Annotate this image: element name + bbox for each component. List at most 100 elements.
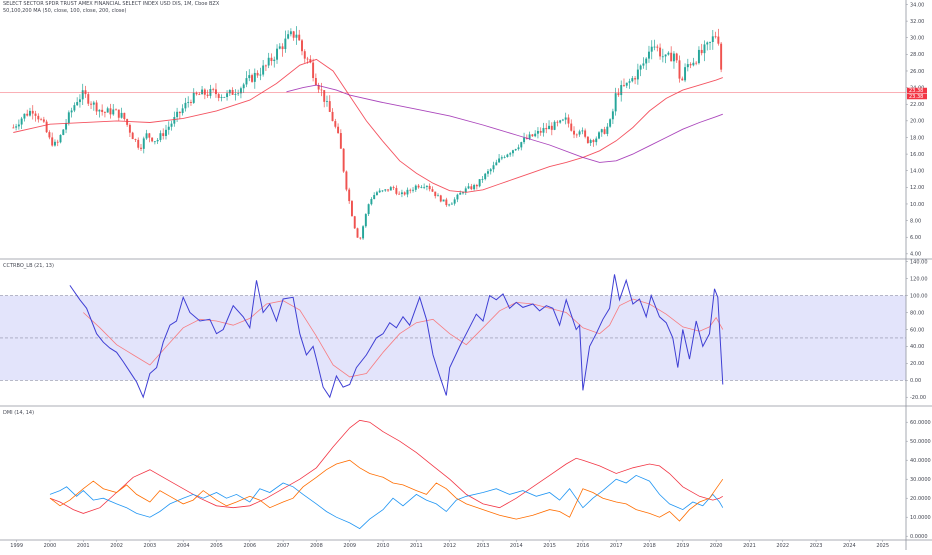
candle-body xyxy=(437,195,439,197)
candle-body xyxy=(314,78,317,85)
oscillator-y-tick-label: 100.00 xyxy=(910,293,928,299)
candle-body xyxy=(403,192,406,195)
candle-body xyxy=(78,99,81,103)
candle-body xyxy=(553,121,556,130)
candle-body xyxy=(312,62,315,79)
dmi-legend: DMI (14, 14) xyxy=(3,410,35,416)
candle-body xyxy=(184,102,187,109)
candle-body xyxy=(362,226,365,239)
candle-body xyxy=(70,110,73,113)
candle-body xyxy=(506,154,509,157)
candle-body xyxy=(142,138,145,149)
price-y-tick-label: 32.00 xyxy=(910,19,924,25)
oscillator-y-tick-label: 40.00 xyxy=(910,344,924,350)
candle-body xyxy=(453,199,456,204)
candle-body xyxy=(589,140,592,144)
candle-body xyxy=(195,92,198,95)
candle-body xyxy=(456,194,459,200)
candle-body xyxy=(459,192,462,195)
candle-body xyxy=(192,92,195,103)
candle-body xyxy=(656,46,659,48)
x-tick-label: 2022 xyxy=(776,543,789,549)
candle-body xyxy=(425,185,428,187)
candle-body xyxy=(292,31,295,38)
candle-body xyxy=(331,111,334,122)
candle-body xyxy=(481,179,484,180)
candle-body xyxy=(531,134,534,137)
candle-body xyxy=(65,122,68,130)
candle-body xyxy=(112,109,115,115)
candle-body xyxy=(570,123,573,131)
candle-body xyxy=(223,96,226,98)
candle-body xyxy=(15,126,18,128)
oscillator-y-tick-label: 60.00 xyxy=(910,327,924,333)
candle-body xyxy=(87,94,90,104)
candle-body xyxy=(367,204,370,215)
candle-body xyxy=(389,187,392,191)
price-y-tick-label: 10.00 xyxy=(910,202,924,208)
candle-body xyxy=(242,84,245,89)
candle-body xyxy=(473,185,476,190)
candle-body xyxy=(534,133,537,137)
candle-body xyxy=(548,125,551,130)
candle-body xyxy=(439,195,442,202)
candle-body xyxy=(29,110,31,116)
candle-body xyxy=(59,134,62,143)
candle-body xyxy=(128,124,131,133)
x-tick-label: 2018 xyxy=(643,543,656,549)
price-y-tick-label: 30.00 xyxy=(910,36,924,42)
price-y-tick-label: 4.00 xyxy=(910,252,921,258)
candle-body xyxy=(295,34,298,38)
candle-body xyxy=(586,136,589,144)
candle-body xyxy=(398,193,401,195)
candle-body xyxy=(720,43,723,70)
candle-body xyxy=(45,121,48,133)
candle-body xyxy=(634,78,637,80)
x-tick-label: 2017 xyxy=(610,543,623,549)
x-tick-label: 1999 xyxy=(10,543,23,549)
candle-body xyxy=(103,112,106,113)
x-tick-label: 2013 xyxy=(477,543,490,549)
candle-body xyxy=(259,74,262,76)
candle-body xyxy=(106,108,109,113)
candle-body xyxy=(381,190,384,192)
price-y-tick-label: 34.00 xyxy=(910,2,924,8)
candle-body xyxy=(523,137,526,143)
candle-body xyxy=(470,186,473,190)
price-y-tick-label: 12.00 xyxy=(910,185,924,191)
price-y-tick-label: 16.00 xyxy=(910,152,924,158)
x-tick-label: 2014 xyxy=(510,543,523,549)
x-tick-label: 2005 xyxy=(210,543,223,549)
candle-body xyxy=(34,113,37,116)
candle-body xyxy=(717,36,720,44)
candle-body xyxy=(237,93,240,95)
candle-body xyxy=(62,129,65,135)
candle-body xyxy=(26,113,29,116)
oscillator-y-tick-label: 0.00 xyxy=(910,378,921,384)
candle-body xyxy=(373,195,376,200)
candle-body xyxy=(686,64,689,68)
x-tick-label: 2003 xyxy=(144,543,157,549)
candle-body xyxy=(556,121,559,123)
candle-body xyxy=(345,171,348,190)
candle-body xyxy=(617,93,620,96)
candle-body xyxy=(578,131,581,135)
price-y-tick-label: 14.00 xyxy=(910,169,924,175)
candle-body xyxy=(467,186,470,189)
candle-body xyxy=(81,90,84,100)
candle-body xyxy=(450,203,453,205)
dmi-y-tick-label: 10.0000 xyxy=(910,515,931,521)
candle-body xyxy=(353,216,356,229)
price-y-tick-label: 22.00 xyxy=(910,102,924,108)
x-tick-label: 2012 xyxy=(443,543,456,549)
candle-body xyxy=(364,214,367,227)
candle-body xyxy=(595,138,598,143)
candle-body xyxy=(17,124,20,127)
candle-body xyxy=(384,189,387,191)
candle-body xyxy=(273,59,276,62)
candle-body xyxy=(375,192,378,196)
candle-body xyxy=(95,102,98,112)
oscillator-main-line xyxy=(69,274,724,399)
